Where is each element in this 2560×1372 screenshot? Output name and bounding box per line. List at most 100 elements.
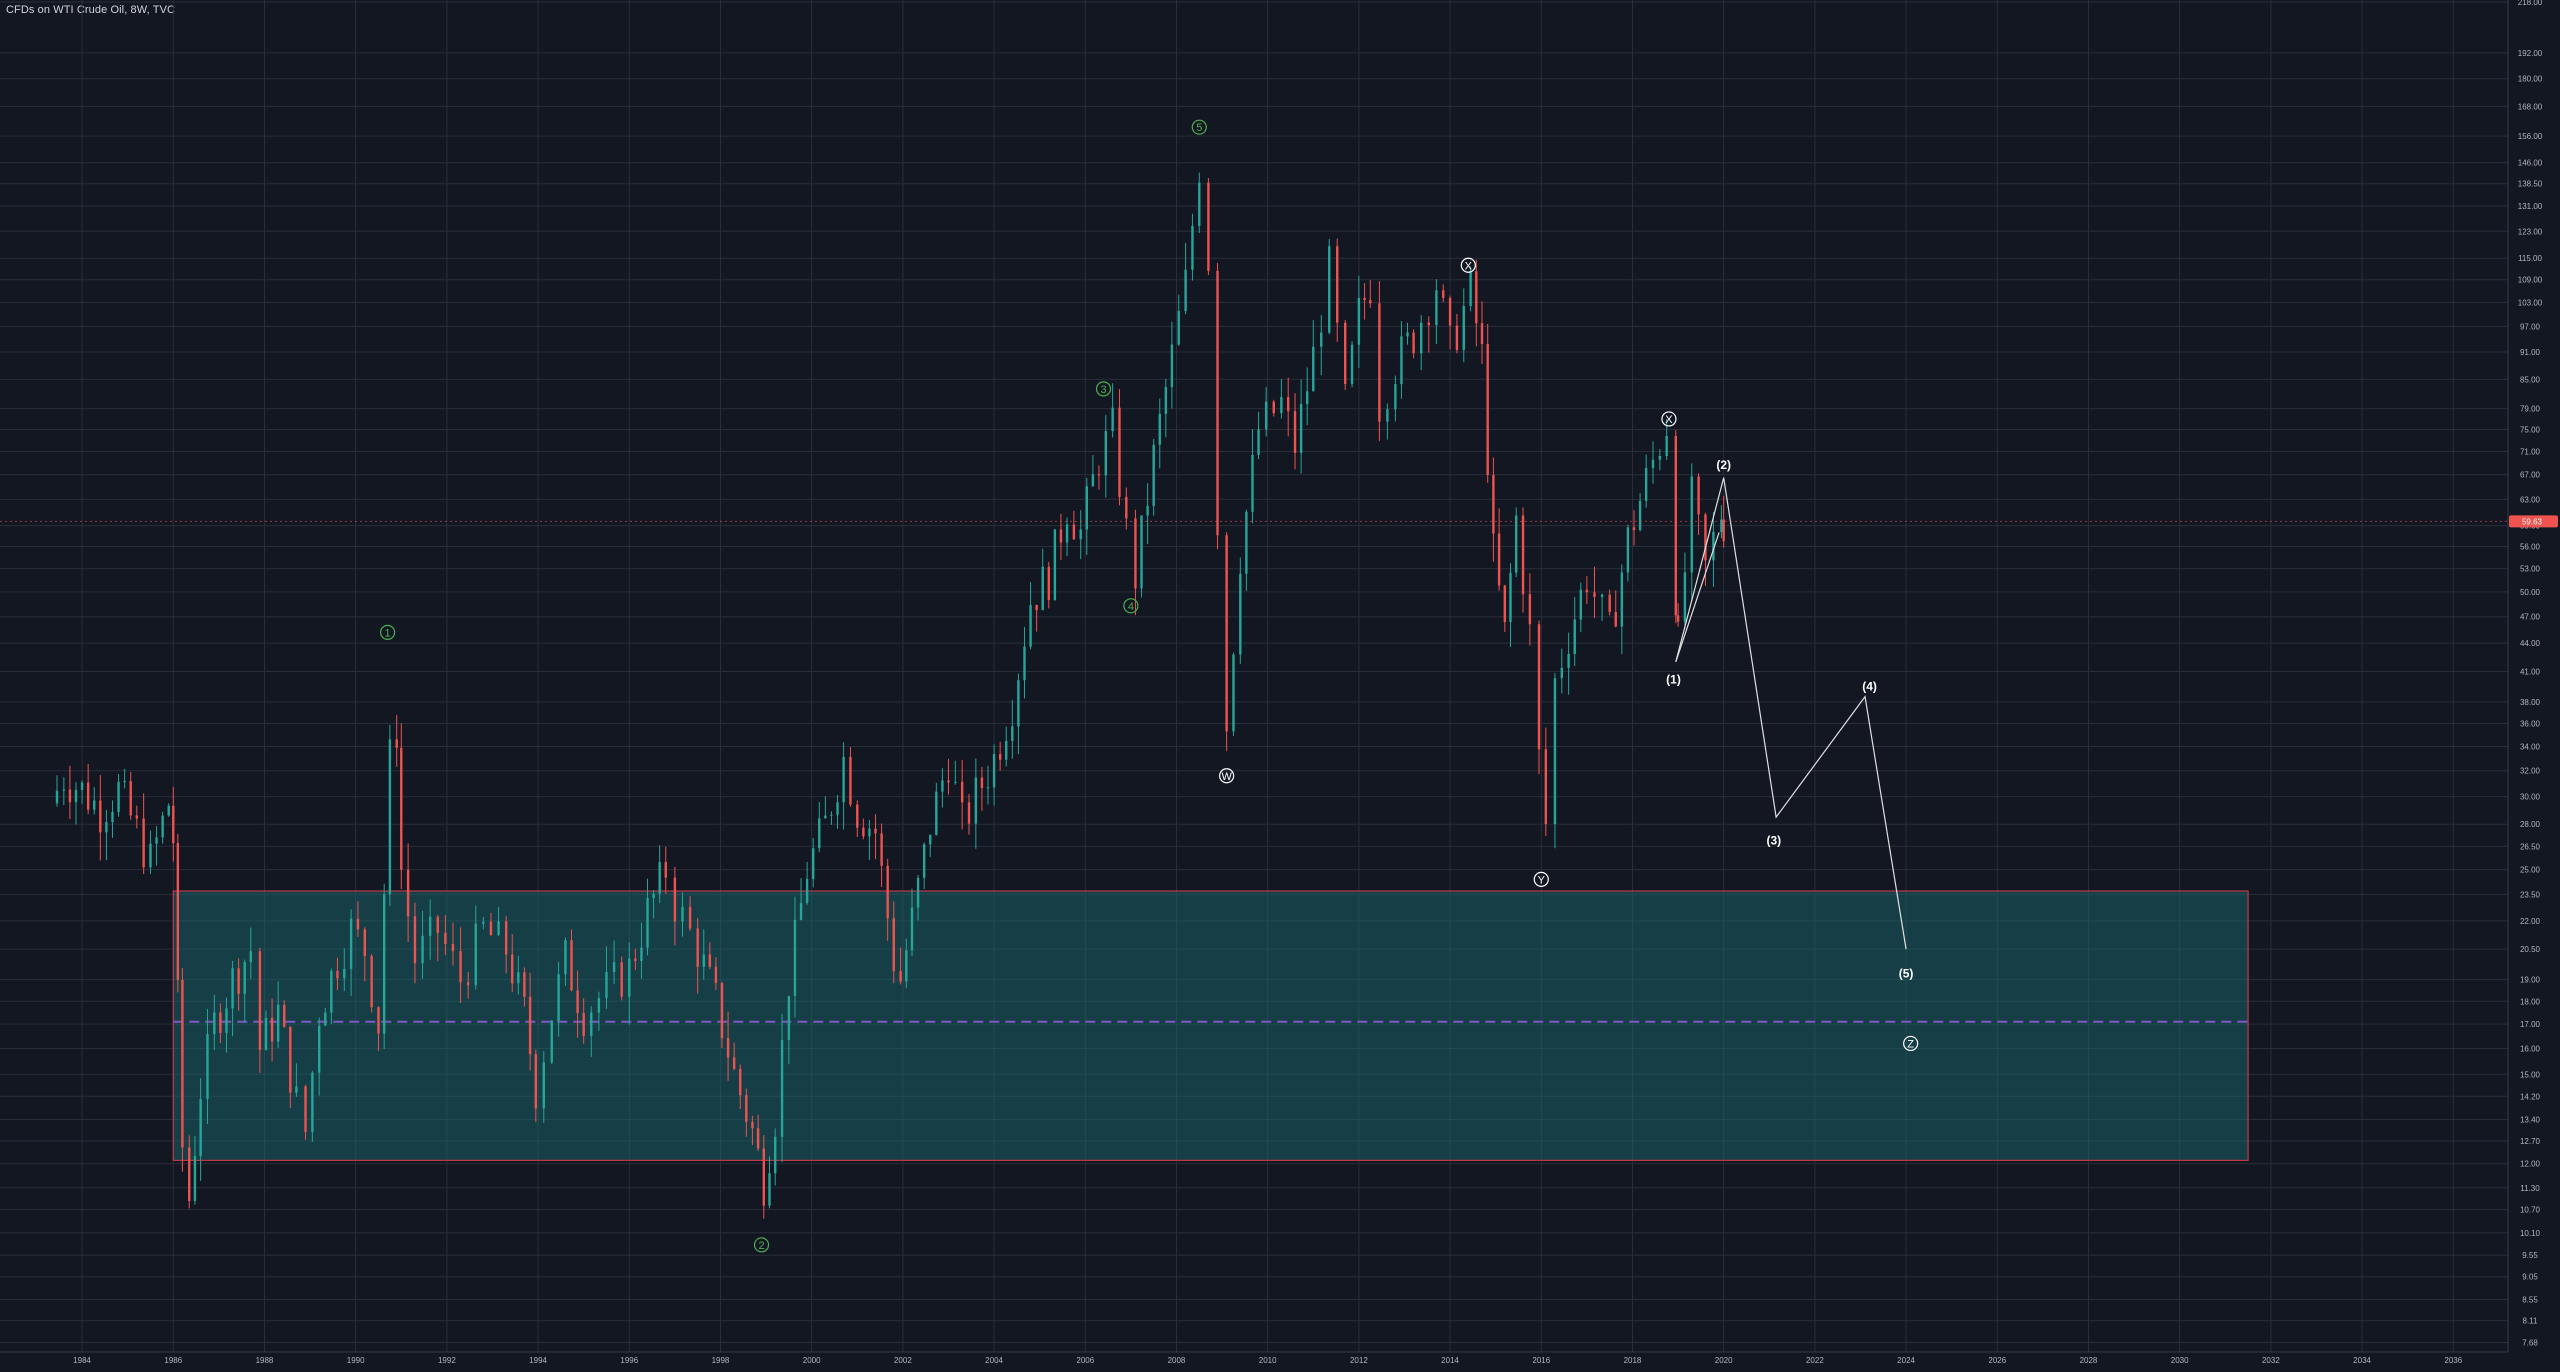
candle-body xyxy=(1665,436,1668,456)
candle-body xyxy=(258,951,262,1050)
candle-body xyxy=(167,805,170,816)
price-tick-label: 109.00 xyxy=(2518,276,2543,285)
time-tick-label: 1994 xyxy=(529,1356,547,1365)
candle-body xyxy=(1017,680,1020,727)
candle-body xyxy=(428,916,432,936)
candle-body xyxy=(1567,653,1570,668)
candle-body xyxy=(1573,619,1576,654)
candle-body xyxy=(1658,455,1662,460)
candles xyxy=(55,172,1725,1219)
price-tick-label: 91.00 xyxy=(2520,348,2541,357)
candle-body xyxy=(219,1012,222,1033)
candle-body xyxy=(1537,624,1541,750)
time-tick-label: 1998 xyxy=(712,1356,730,1365)
candle-body xyxy=(1448,297,1452,326)
candle-body xyxy=(1469,271,1472,307)
time-tick-label: 2020 xyxy=(1715,1356,1733,1365)
candle-body xyxy=(1697,476,1700,515)
candle-body xyxy=(1207,182,1210,271)
candle-body xyxy=(929,834,932,845)
candle-body xyxy=(1023,646,1026,681)
wave-labels: 1 2 3 4 5 W X Y X Z (1) (2) (3) (4) (5) xyxy=(380,119,1919,1253)
candle-body xyxy=(1029,605,1032,647)
candle-body xyxy=(1442,290,1445,298)
candle-body xyxy=(947,780,950,783)
time-tick-label: 1984 xyxy=(73,1356,91,1365)
candle-body xyxy=(762,1148,765,1206)
candle-body xyxy=(1047,566,1050,601)
candle-body xyxy=(68,789,72,803)
candle-body xyxy=(899,970,902,982)
wave-label-circle xyxy=(1095,381,1112,397)
candle-body xyxy=(1035,605,1038,611)
wave-label: Y xyxy=(1538,874,1546,886)
candle-body xyxy=(349,918,353,969)
candle-body xyxy=(652,893,655,899)
price-tick-label: 41.00 xyxy=(2520,667,2541,676)
candle-body xyxy=(1287,397,1290,412)
candle-body xyxy=(787,995,791,1040)
candle-body xyxy=(720,983,724,1039)
candle-body xyxy=(1011,726,1014,741)
candle-body xyxy=(751,1121,754,1129)
candle-body xyxy=(382,894,386,1034)
candle-body xyxy=(93,800,96,810)
candle-body xyxy=(276,1004,280,1042)
chart-title: CFDs on WTI Crude Oil, 8W, TVC xyxy=(6,4,175,16)
candle-body xyxy=(1085,486,1088,530)
candle-body xyxy=(482,921,485,924)
candle-body xyxy=(992,754,996,788)
candle-body xyxy=(395,739,398,748)
price-tick-label: 16.00 xyxy=(2520,1044,2541,1053)
price-tick-label: 146.00 xyxy=(2518,159,2543,168)
candle-body xyxy=(80,782,84,790)
candle-body xyxy=(1164,387,1168,414)
price-tick-label: 67.00 xyxy=(2520,471,2541,480)
candle-body xyxy=(1394,384,1397,410)
time-tick-label: 2034 xyxy=(2353,1356,2371,1365)
candle-body xyxy=(605,972,608,999)
candle-body xyxy=(1674,436,1677,616)
candle-body xyxy=(849,756,852,805)
candle-body xyxy=(1497,533,1501,586)
candle-body xyxy=(664,862,667,878)
candle-body xyxy=(542,1062,545,1109)
candle-body xyxy=(1486,343,1489,475)
price-tick-label: 97.00 xyxy=(2520,322,2541,331)
price-tick-label: 23.50 xyxy=(2520,890,2541,899)
candle-body xyxy=(1216,270,1219,536)
price-tick-label: 8.11 xyxy=(2523,1317,2539,1326)
candle-body xyxy=(117,781,120,812)
candle-body xyxy=(842,756,845,803)
candle-body xyxy=(111,811,114,823)
candle-body xyxy=(590,1012,593,1036)
candle-body xyxy=(474,923,477,986)
candle-body xyxy=(1644,468,1648,501)
candle-body xyxy=(523,972,526,997)
candle-body xyxy=(1378,303,1381,422)
candle-body xyxy=(550,1020,553,1063)
price-tick-label: 28.00 xyxy=(2520,820,2541,829)
candle-body xyxy=(564,940,567,975)
candle-body xyxy=(640,947,643,961)
candle-body xyxy=(1704,514,1707,561)
time-tick-label: 2028 xyxy=(2080,1356,2098,1365)
wave-label-circle xyxy=(1661,411,1677,427)
candle-body xyxy=(768,1173,771,1206)
candle-body xyxy=(304,1086,307,1132)
candle-body xyxy=(612,962,616,973)
candle-body xyxy=(1722,519,1725,542)
candle-body xyxy=(1720,519,1723,532)
price-tick-label: 7.68 xyxy=(2522,1338,2538,1347)
candle-body xyxy=(436,916,439,933)
candle-body xyxy=(444,932,447,944)
candle-body xyxy=(708,954,712,967)
candle-body xyxy=(1593,592,1596,597)
time-tick-label: 2026 xyxy=(1988,1356,2006,1365)
candle-body xyxy=(1651,459,1655,469)
candle-body xyxy=(1065,524,1069,543)
candle-body xyxy=(1232,654,1235,732)
